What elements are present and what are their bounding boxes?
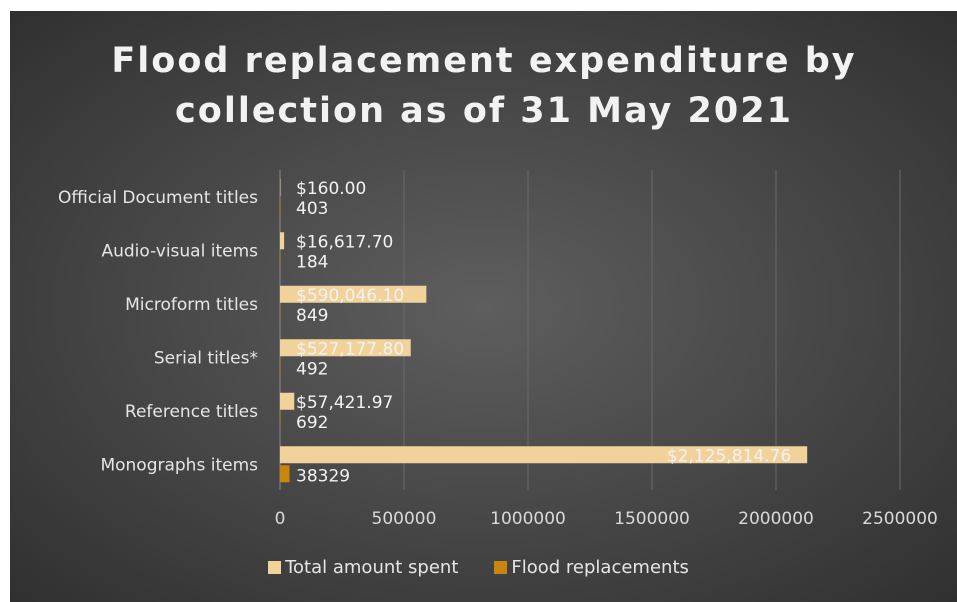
bar-total-amount [280, 339, 411, 357]
legend-item-flood: Flood replacements [494, 557, 689, 578]
y-tick-label: Reference titles [125, 402, 258, 422]
bar-flood-replacements [280, 251, 281, 269]
data-label-total: $527,177.80 [296, 339, 404, 359]
bar-flood-replacements [280, 358, 281, 376]
bar-flood-replacements [280, 465, 290, 483]
bar-flood-replacements [280, 411, 281, 429]
bar-total-amount [280, 392, 295, 410]
legend-swatch-flood [494, 561, 508, 574]
legend-label-flood: Flood replacements [511, 557, 689, 578]
data-label-total: $16,617.70 [296, 232, 393, 252]
x-tick-label: 2500000 [862, 509, 938, 529]
bar-flood-replacements [280, 304, 281, 322]
data-label-flood: 38329 [296, 466, 350, 486]
bar-total-amount [280, 232, 285, 250]
y-tick-label: Microform titles [125, 295, 258, 315]
legend-label-total: Total amount spent [285, 557, 459, 578]
y-tick-label: Official Document titles [58, 188, 258, 208]
x-tick-label: 1500000 [614, 509, 690, 529]
x-tick-label: 1000000 [490, 509, 566, 529]
data-label-total: $2,125,814.76 [667, 446, 791, 466]
data-label-flood: 692 [296, 413, 328, 433]
legend-swatch-total [268, 561, 282, 574]
x-tick-label: 500000 [372, 509, 437, 529]
chart-area [10, 11, 957, 602]
chart-title: Flood replacement expenditure by collect… [111, 41, 857, 131]
data-label-total: $160.00 [296, 179, 366, 199]
x-tick-label: 2000000 [738, 509, 814, 529]
legend-item-total: Total amount spent [268, 557, 458, 578]
data-label-flood: 492 [296, 359, 328, 379]
y-tick-label: Serial titles* [154, 348, 258, 368]
data-label-flood: 184 [296, 252, 328, 272]
y-tick-label: Audio-visual items [101, 241, 258, 261]
data-label-total: $590,046.10 [296, 286, 404, 306]
data-label-total: $57,421.97 [296, 393, 393, 413]
bar-total-amount [280, 178, 281, 196]
x-tick-label: 0 [275, 509, 286, 529]
legend: Total amount spent Flood replacements [0, 557, 957, 578]
data-label-flood: 403 [296, 199, 328, 219]
data-label-flood: 849 [296, 306, 328, 326]
bar-total-amount [280, 446, 808, 464]
bar-flood-replacements [280, 197, 281, 215]
y-tick-label: Monographs items [100, 455, 258, 475]
bar-total-amount [280, 285, 427, 303]
